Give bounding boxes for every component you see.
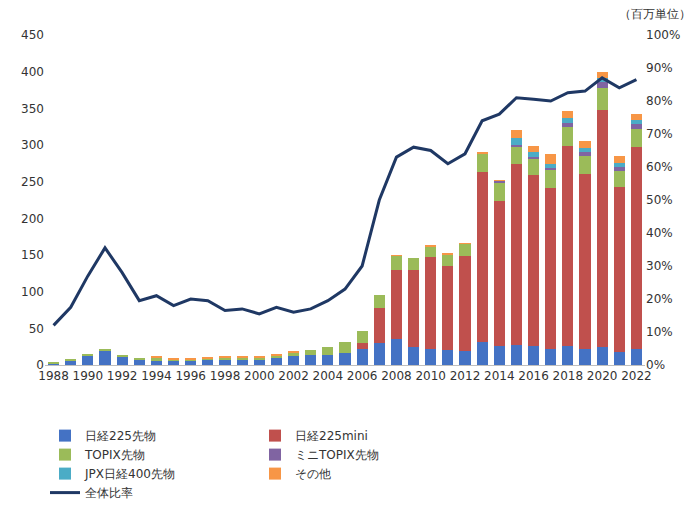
svg-text:60%: 60% (646, 160, 673, 174)
svg-text:2022: 2022 (621, 369, 652, 383)
svg-text:2002: 2002 (278, 369, 309, 383)
svg-text:50%: 50% (646, 193, 673, 207)
svg-text:全体比率: 全体比率 (85, 486, 133, 500)
svg-text:1992: 1992 (107, 369, 138, 383)
svg-text:2004: 2004 (313, 369, 344, 383)
svg-text:（百万単位）: （百万単位） (619, 7, 691, 21)
svg-text:1990: 1990 (73, 369, 104, 383)
svg-text:2016: 2016 (518, 369, 549, 383)
svg-text:ミニTOPIX先物: ミニTOPIX先物 (295, 448, 379, 462)
svg-text:400: 400 (21, 65, 44, 79)
svg-text:100: 100 (21, 285, 44, 299)
svg-text:1988: 1988 (38, 369, 69, 383)
svg-text:0: 0 (36, 358, 44, 372)
svg-text:2000: 2000 (244, 369, 275, 383)
svg-text:2006: 2006 (347, 369, 378, 383)
svg-text:2008: 2008 (381, 369, 412, 383)
svg-text:30%: 30% (646, 259, 673, 273)
svg-text:20%: 20% (646, 292, 673, 306)
svg-text:その他: その他 (295, 467, 331, 481)
svg-text:150: 150 (21, 248, 44, 262)
svg-text:100%: 100% (646, 28, 680, 42)
svg-text:70%: 70% (646, 127, 673, 141)
svg-text:450: 450 (21, 28, 44, 42)
svg-text:日経225mini: 日経225mini (295, 429, 368, 443)
svg-text:0%: 0% (646, 358, 665, 372)
svg-text:80%: 80% (646, 94, 673, 108)
svg-text:90%: 90% (646, 61, 673, 75)
svg-text:40%: 40% (646, 226, 673, 240)
svg-text:350: 350 (21, 102, 44, 116)
svg-text:250: 250 (21, 175, 44, 189)
svg-text:200: 200 (21, 212, 44, 226)
svg-text:日経225先物: 日経225先物 (85, 429, 156, 443)
svg-text:2010: 2010 (415, 369, 446, 383)
svg-text:300: 300 (21, 138, 44, 152)
svg-text:10%: 10% (646, 325, 673, 339)
svg-text:1994: 1994 (141, 369, 172, 383)
svg-text:2018: 2018 (553, 369, 584, 383)
svg-text:2020: 2020 (587, 369, 618, 383)
svg-text:2012: 2012 (450, 369, 481, 383)
svg-text:50: 50 (29, 322, 44, 336)
svg-text:1996: 1996 (175, 369, 206, 383)
svg-text:TOPIX先物: TOPIX先物 (84, 448, 145, 462)
svg-text:2014: 2014 (484, 369, 515, 383)
svg-text:JPX日経400先物: JPX日経400先物 (84, 467, 175, 481)
svg-text:1998: 1998 (210, 369, 241, 383)
